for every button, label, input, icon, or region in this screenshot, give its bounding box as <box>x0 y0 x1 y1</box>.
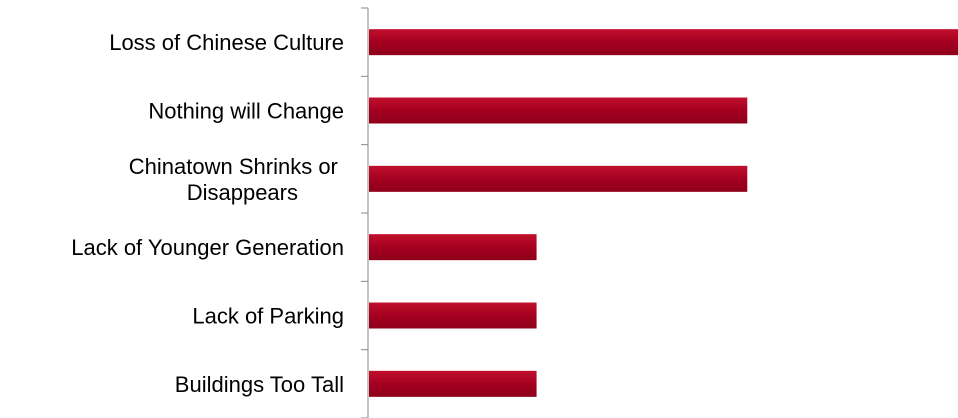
category-label-line: Loss of Chinese Culture <box>109 30 344 55</box>
category-label: Lack of Younger Generation <box>71 235 344 260</box>
category-label-line: Buildings Too Tall <box>175 372 344 397</box>
bar <box>369 370 537 397</box>
category-labels-group: Loss of Chinese Culture Nothing will Chan… <box>71 30 344 397</box>
category-label: Buildings Too Tall <box>175 372 344 397</box>
category-label-line: Lack of Parking <box>192 304 344 329</box>
category-label-line: Lack of Younger Generation <box>71 235 344 260</box>
category-label: Loss of Chinese Culture <box>109 30 344 55</box>
bars-group <box>369 29 958 397</box>
category-label: Lack of Parking <box>192 304 344 329</box>
bar <box>369 234 537 261</box>
category-label: Chinatown Shrinks or Disappears <box>129 154 344 205</box>
category-label: Nothing will Change <box>148 99 344 124</box>
bar <box>369 165 748 192</box>
category-label-line: Disappears <box>187 180 298 205</box>
category-label-line: Nothing will Change <box>148 99 344 124</box>
bar <box>369 302 537 329</box>
bar <box>369 29 958 56</box>
bar <box>369 97 748 124</box>
y-axis <box>361 7 369 418</box>
category-label-line: Chinatown Shrinks or <box>129 154 344 179</box>
